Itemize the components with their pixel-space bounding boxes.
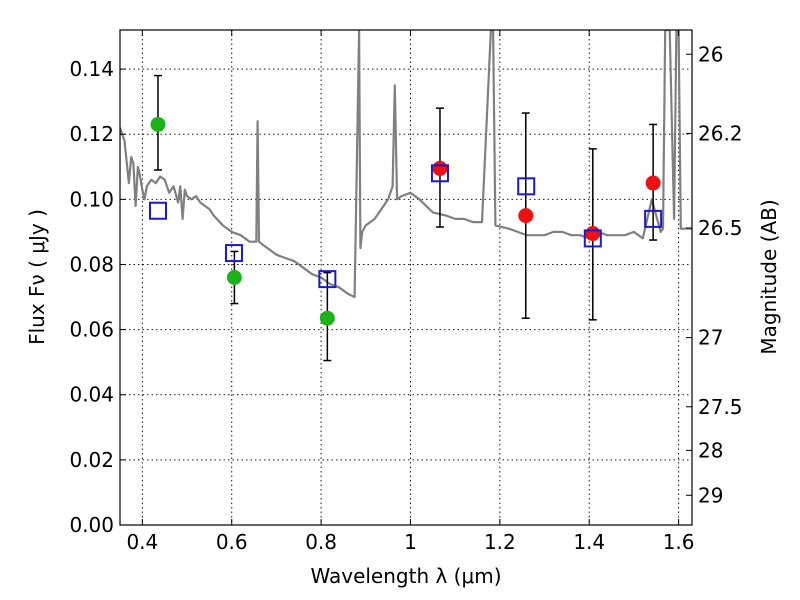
x-tick-label: 0.4 (126, 530, 158, 554)
plot-background (120, 30, 692, 525)
y2-tick-label: 26.5 (698, 216, 743, 240)
y-tick-label: 0.06 (69, 318, 114, 342)
x-tick-label: 1 (404, 530, 417, 554)
y-tick-label: 0.04 (69, 383, 114, 407)
blue-square-point (583, 229, 602, 248)
y-axis-label: Flux Fν ( μJy ) (25, 209, 49, 345)
y2-axis-label: Magnitude (AB) (757, 199, 781, 354)
x-tick-label: 1.2 (484, 530, 516, 554)
x-axis-label: Wavelength λ (μm) (310, 564, 501, 588)
green-data-point (150, 116, 166, 132)
blue-square-point (517, 177, 536, 196)
y2-tick-label: 26 (698, 42, 723, 66)
y2-tick-label: 27.5 (698, 395, 743, 419)
blue-square-point (318, 270, 337, 289)
y-tick-label: 0.12 (69, 122, 114, 146)
y2-tick-label: 26.2 (698, 121, 743, 145)
points-layer (148, 74, 663, 362)
blue-square-point (148, 201, 167, 220)
red-data-point (585, 226, 601, 242)
spectrum-line (120, 30, 692, 299)
x-tick-label: 0.8 (305, 530, 337, 554)
y-tick-label: 0.08 (69, 252, 114, 276)
ticks: 0.4 0.6 0.8 1 1.2 1.4 1.6 0.00 0.02 0.04 0.06 0.08 0… (69, 30, 743, 554)
green-data-point (226, 270, 242, 285)
spectrum-layer (120, 30, 692, 299)
y-tick-label: 0.02 (69, 448, 114, 472)
blue-square-point (644, 209, 663, 228)
x-tick-label: 0.6 (216, 530, 248, 554)
y-tick-label: 0.14 (69, 57, 114, 81)
blue-square-point (224, 244, 243, 263)
y-tick-label: 0.10 (69, 187, 114, 211)
y2-tick-label: 28 (698, 438, 723, 462)
y2-tick-label: 27 (698, 326, 723, 350)
x-tick-label: 1.4 (573, 530, 605, 554)
red-data-point (645, 175, 661, 191)
x-tick-label: 1.6 (663, 530, 695, 554)
green-data-point (319, 310, 335, 326)
y-tick-label: 0.00 (69, 513, 114, 537)
red-data-point (432, 160, 448, 176)
blue-square-point (430, 164, 449, 183)
red-data-point (518, 208, 534, 224)
plot-frame (119, 29, 693, 526)
y2-tick-label: 29 (698, 483, 723, 507)
